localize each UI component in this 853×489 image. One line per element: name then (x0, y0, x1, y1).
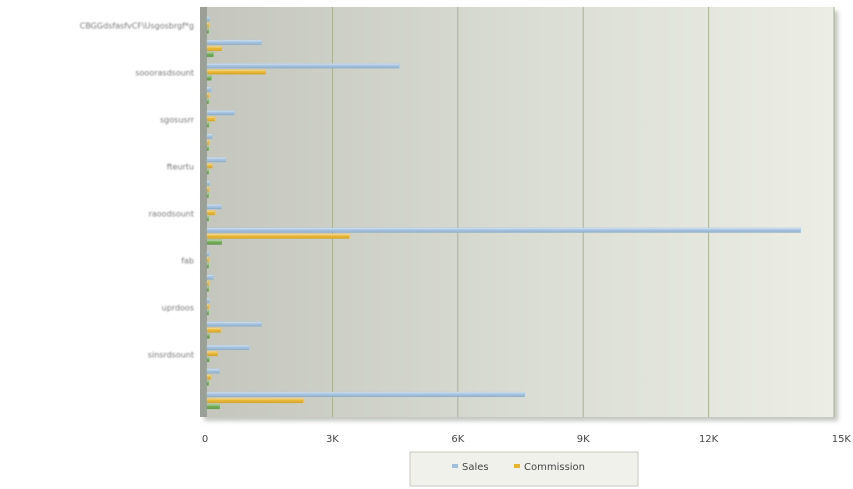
category-label: sooorasdsount (135, 69, 194, 78)
bar-highlight (207, 140, 209, 145)
bar-highlight (207, 239, 222, 245)
gridlines (331, 7, 835, 417)
bar-highlight (207, 251, 209, 256)
bar-highlight (207, 116, 215, 122)
bar-highlight (207, 46, 222, 51)
bars (206, 16, 801, 410)
plot-area (200, 7, 834, 417)
bar-highlight (207, 146, 209, 151)
bar-highlight (207, 227, 801, 233)
bar-highlight (207, 187, 209, 192)
bar-highlight (207, 333, 210, 339)
bar-highlight (207, 263, 209, 268)
bar-highlight (207, 398, 304, 403)
category-label: sinsrdsount (148, 350, 194, 359)
bar-highlight (207, 134, 213, 139)
bar-highlight (207, 257, 209, 262)
bar-highlight (207, 169, 209, 175)
category-label: fteurtu (167, 163, 194, 172)
bar-highlight (207, 193, 209, 198)
bar-highlight (207, 75, 212, 81)
category-labels: CBGGdsfasfvCF\Usgosbrgf*g sooorasdsount sg… (80, 22, 195, 360)
bar-highlight (207, 93, 209, 98)
bar-highlight (207, 280, 209, 286)
bar-highlight (207, 69, 266, 75)
legend-label-sales: Sales (462, 462, 489, 473)
bar-highlight (207, 392, 525, 397)
x-tick-label: 15K (832, 434, 852, 445)
y-axis-wall (200, 7, 207, 417)
x-tick-label: 6K (451, 434, 464, 445)
bar-highlight (207, 216, 209, 221)
bar-highlight (207, 351, 218, 356)
category-label: sgosusrr (160, 116, 195, 125)
bar-highlight (207, 380, 209, 386)
x-axis-tick-labels: 0 3K 6K 9K 12K 15K (202, 434, 852, 445)
x-tick-label: 9K (577, 434, 590, 445)
bar-highlight (207, 327, 221, 333)
category-label: uprdoos (162, 303, 194, 312)
legend-swatch-commission (514, 464, 520, 468)
bar-highlight (207, 122, 209, 128)
bar-highlight (207, 210, 215, 215)
bar-highlight (207, 16, 210, 22)
bar-highlight (207, 404, 220, 409)
x-tick-label: 12K (699, 434, 719, 445)
category-label: raoodsount (149, 210, 194, 219)
bar-highlight (207, 233, 350, 239)
bar-highlight (207, 110, 235, 116)
bar-highlight (207, 304, 209, 309)
legend: Sales Commission (409, 451, 639, 487)
bar-highlight (207, 321, 262, 327)
bar-highlight (207, 274, 214, 280)
bar-highlight (207, 310, 209, 315)
bar-highlight (207, 181, 210, 186)
bar-highlight (207, 298, 210, 303)
bar-highlight (207, 28, 209, 34)
bar-highlight (207, 163, 213, 169)
legend-swatch-sales (452, 464, 458, 468)
bar-highlight (207, 40, 262, 45)
bar-highlight (207, 22, 209, 28)
bar-highlight (207, 374, 211, 380)
bar-highlight (207, 286, 209, 292)
category-label: fab (181, 256, 194, 265)
bar-highlight (207, 368, 220, 374)
bar-highlight (207, 87, 211, 92)
bar-highlight (207, 63, 400, 69)
bar-highlight (207, 157, 226, 163)
category-label: CBGGdsfasfvCF\Usgosbrgf*g (80, 22, 194, 31)
bar-highlight (207, 345, 249, 350)
bar-highlight (207, 357, 210, 362)
legend-label-commission: Commission (524, 462, 585, 473)
bar-highlight (207, 52, 214, 57)
bar-highlight (207, 204, 222, 209)
bar-highlight (207, 99, 209, 104)
x-tick-label: 0 (202, 434, 208, 445)
legend-box (409, 451, 639, 487)
x-tick-label: 3K (326, 434, 339, 445)
